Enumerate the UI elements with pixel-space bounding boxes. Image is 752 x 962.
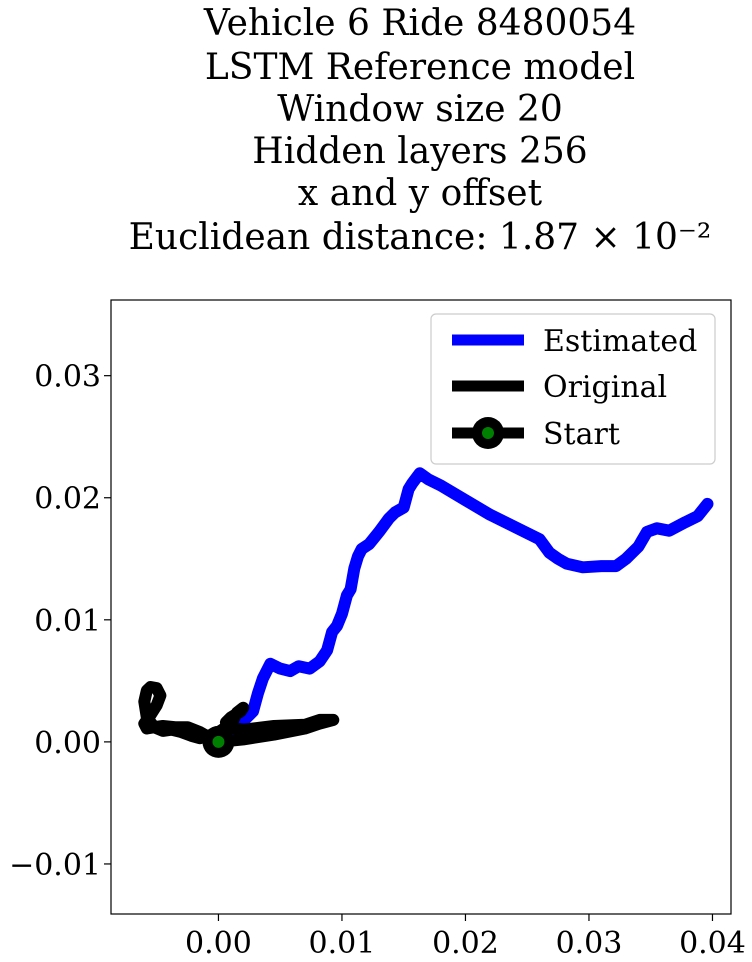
title-line-6: Euclidean distance: 1.87 × 10⁻²: [129, 217, 712, 258]
marker-layer: [202, 725, 235, 758]
title-line-1: Vehicle 6 Ride 8480054: [203, 3, 636, 44]
x-tick-label: 0.03: [556, 926, 623, 961]
plot-area: [110, 299, 732, 915]
x-tick-label: 0.00: [185, 926, 252, 961]
title-line-3: Window size 20: [277, 89, 563, 130]
x-tick-label: 0.02: [432, 926, 499, 961]
axes-frame: [110, 299, 732, 915]
legend: Estimated Original Start: [430, 313, 716, 465]
title-line-4: Hidden layers 256: [252, 131, 587, 172]
legend-label-estimated: Estimated: [543, 324, 697, 359]
y-tick-label: 0.00: [34, 726, 101, 761]
legend-label-original: Original: [543, 370, 667, 405]
y-tick-label: −0.01: [9, 848, 101, 883]
x-axis: 0.00 0.01 0.02 0.03 0.04: [185, 914, 746, 961]
legend-label-start: Start: [543, 417, 620, 452]
x-tick-label: 0.04: [679, 926, 746, 961]
y-tick-label: 0.03: [34, 360, 101, 395]
title-line-2: LSTM Reference model: [205, 47, 635, 88]
x-tick-label: 0.01: [309, 926, 376, 961]
series-line-original: [138, 681, 340, 748]
chart-title: Vehicle 6 Ride 8480054 LSTM Reference mo…: [129, 3, 712, 258]
start-marker-inner: [212, 735, 225, 748]
legend-swatch-start-marker-inner: [482, 427, 494, 439]
y-tick-label: 0.01: [34, 604, 101, 639]
series-layer: [138, 467, 714, 748]
title-line-5: x and y offset: [298, 173, 543, 214]
y-axis: −0.01 0.00 0.01 0.02 0.03: [9, 360, 111, 883]
y-tick-label: 0.02: [34, 482, 101, 517]
series-line-estimated: [212, 467, 714, 748]
